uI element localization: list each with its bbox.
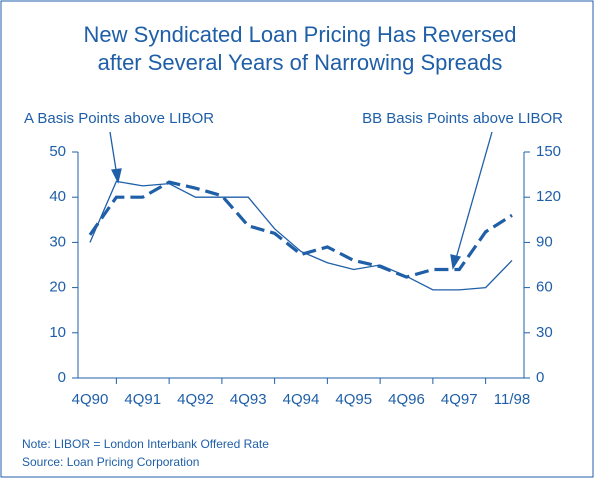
series-line: [89, 180, 513, 291]
note: Source: Loan Pricing Corporation: [22, 455, 199, 469]
x-tick-label: 4Q94: [283, 391, 320, 408]
x-tick-label: 4Q96: [388, 391, 425, 408]
y-tick-label: 0: [58, 369, 66, 386]
y2-tick-label: 150: [536, 143, 561, 160]
x-tick-label: 4Q97: [441, 391, 478, 408]
y2-tick-label: 120: [536, 188, 561, 205]
x-tick-label: 4Q93: [230, 391, 267, 408]
series-label: A Basis Points above LIBOR: [24, 110, 214, 127]
y2-tick-label: 0: [536, 369, 544, 386]
y-tick-label: 10: [49, 324, 66, 341]
y-tick-label: 30: [49, 233, 66, 250]
chart-title: after Several Years of Narrowing Spreads: [98, 50, 503, 75]
x-tick-label: 4Q91: [124, 391, 161, 408]
y2-tick-label: 30: [536, 324, 553, 341]
x-tick-label: 4Q95: [335, 391, 372, 408]
note: Note: LIBOR = London Interbank Offered R…: [22, 437, 269, 451]
chart-title: New Syndicated Loan Pricing Has Reversed: [84, 22, 517, 47]
x-tick-label: 4Q90: [72, 391, 109, 408]
series-line: [88, 180, 513, 279]
y-tick-label: 20: [49, 279, 66, 296]
y-tick-label: 40: [49, 188, 66, 205]
x-tick-label: 11/98: [494, 391, 530, 408]
series-label: BB Basis Points above LIBOR: [362, 110, 563, 127]
y-tick-label: 50: [49, 143, 66, 160]
annotation-arrows: [109, 131, 493, 270]
y2-tick-label: 60: [536, 279, 553, 296]
y2-tick-label: 90: [536, 233, 553, 250]
x-tick-label: 4Q92: [177, 391, 214, 408]
